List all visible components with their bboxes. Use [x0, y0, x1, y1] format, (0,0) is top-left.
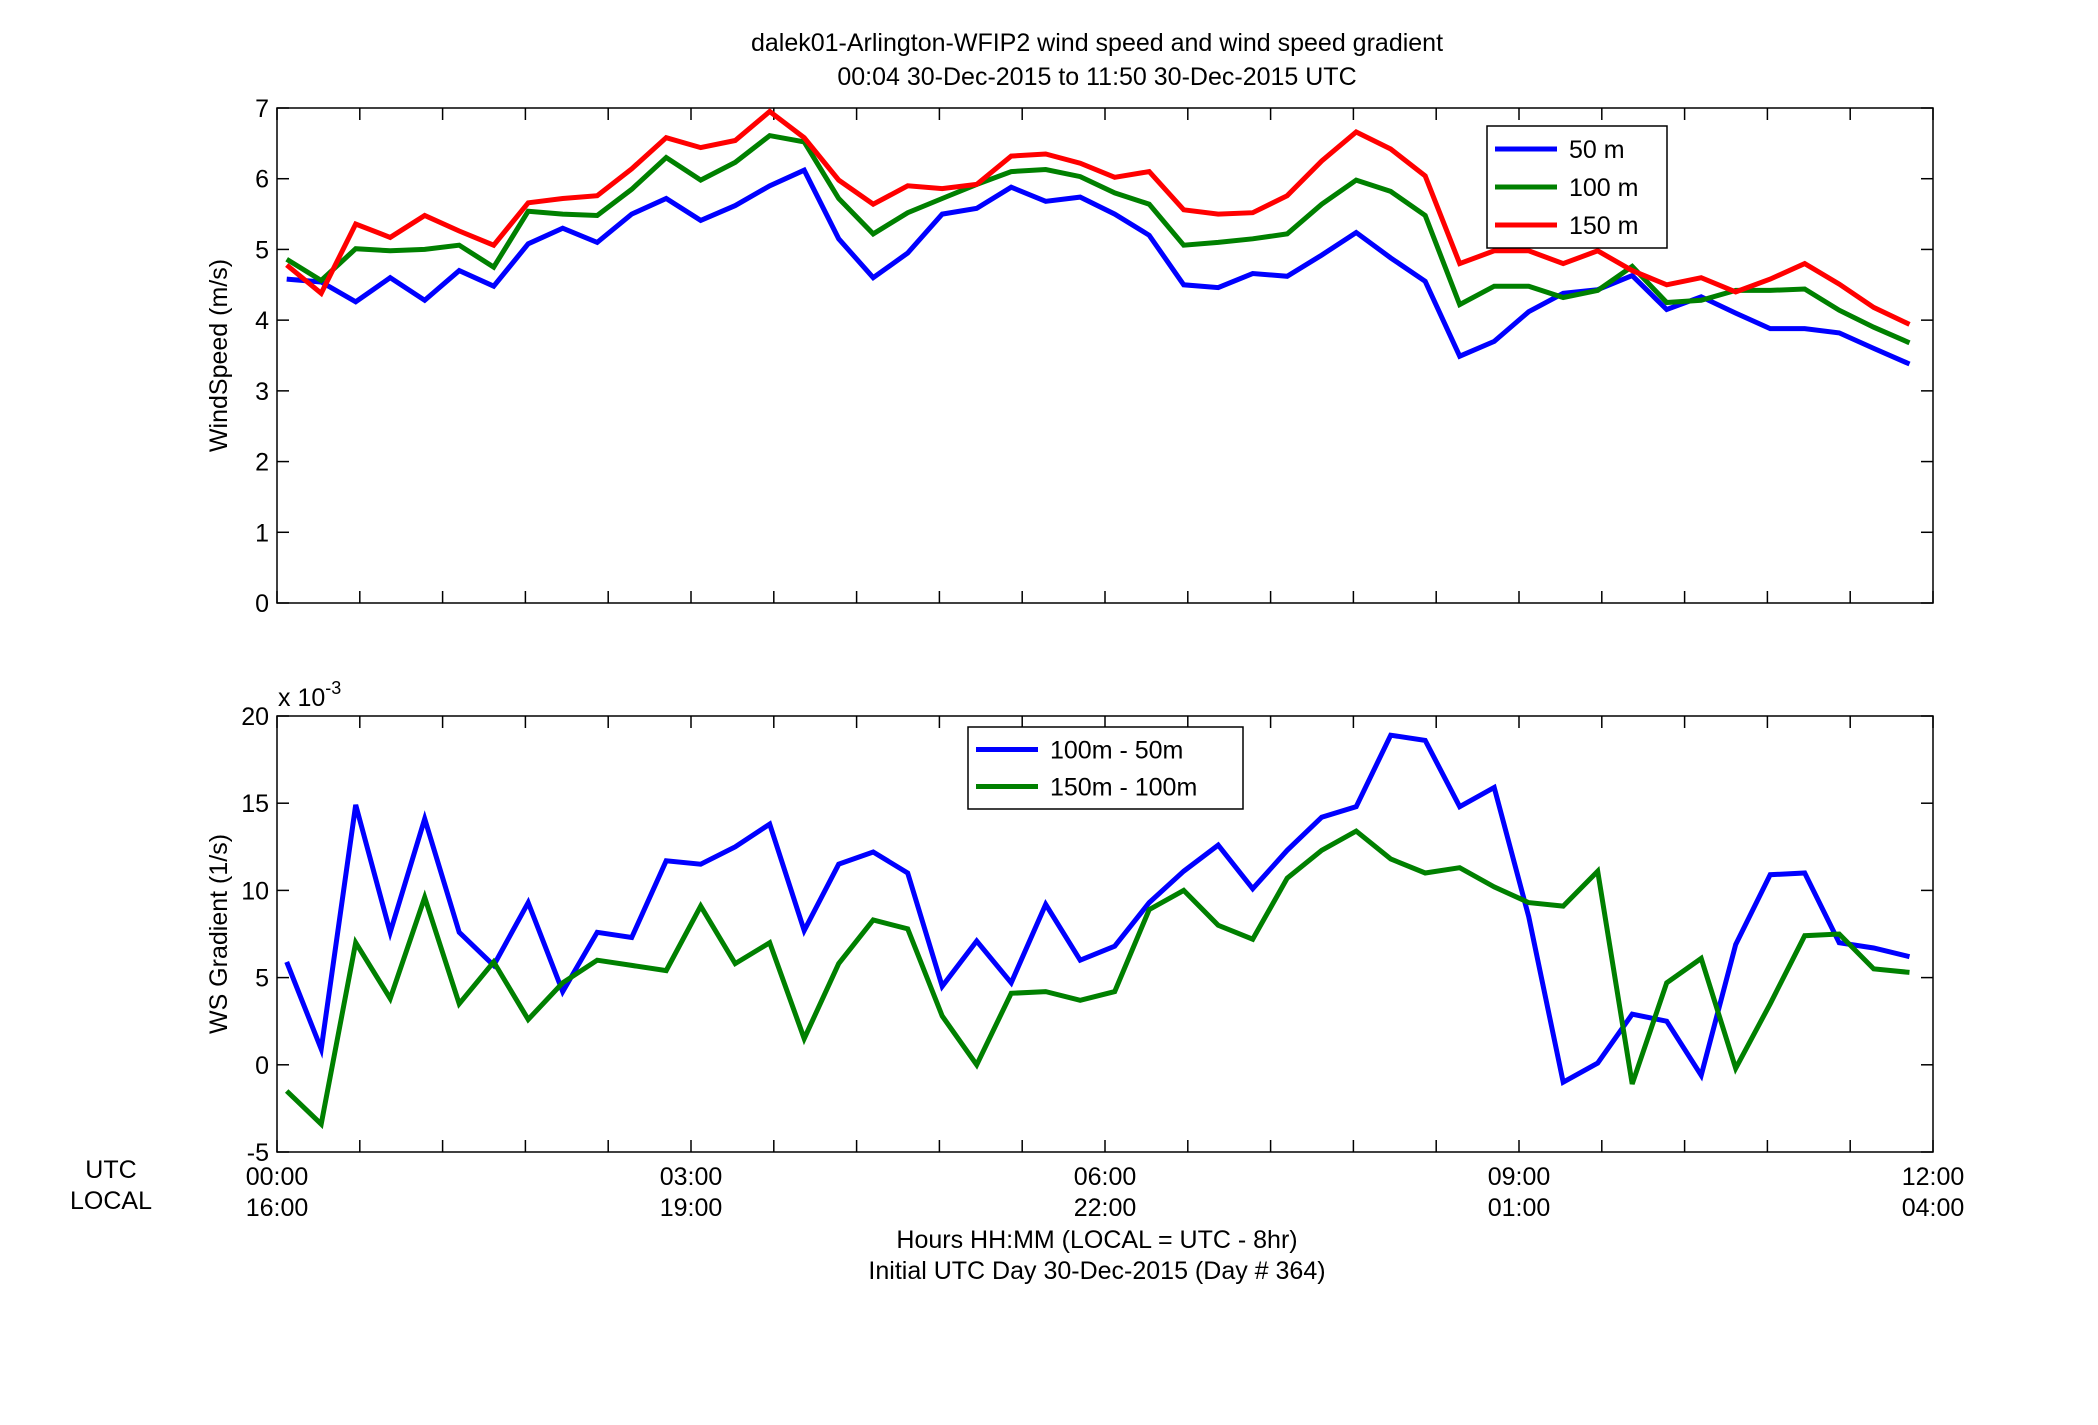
- x-axis-label-line1: Hours HH:MM (LOCAL = UTC - 8hr): [896, 1226, 1297, 1254]
- x-tick-label-local: 16:00: [246, 1194, 309, 1222]
- y-tick-label: 4: [255, 307, 269, 335]
- figure-title-line2: 00:04 30-Dec-2015 to 11:50 30-Dec-2015 U…: [837, 63, 1356, 91]
- series-line: [285, 108, 1911, 327]
- x-tick-label-local: 04:00: [1902, 1194, 1965, 1222]
- y-tick-label: 15: [241, 790, 269, 818]
- x-tick-label-utc: 09:00: [1488, 1163, 1551, 1191]
- windspeed-panel: 0 1 2 3 4 5 6 7 WindSpeed (m/s) 50 m 100 m 150 m: [205, 95, 1934, 618]
- y-tick-label: 5: [255, 965, 269, 993]
- y-tick-label: 7: [255, 95, 269, 123]
- x-tick-label-utc: 12:00: [1902, 1163, 1965, 1191]
- legend-entry: 100m - 50m: [1050, 737, 1183, 765]
- x-tick-label-local: 01:00: [1488, 1194, 1551, 1222]
- x-tick-label-utc: 06:00: [1074, 1163, 1137, 1191]
- series-line: [284, 828, 1910, 1130]
- x-tick-label-utc: 03:00: [660, 1163, 723, 1191]
- y-tick-label: 2: [255, 449, 269, 477]
- y-tick-label: 0: [255, 590, 269, 618]
- y-axis-label: WS Gradient (1/s): [205, 834, 233, 1034]
- legend-entry: 150 m: [1569, 212, 1638, 240]
- x-axis-label-line2: Initial UTC Day 30-Dec-2015 (Day # 364): [868, 1257, 1325, 1285]
- x-tick-label-local: 19:00: [660, 1194, 723, 1222]
- series-line: [286, 166, 1911, 367]
- legend-entry: 150m - 100m: [1050, 774, 1197, 802]
- plot-area-frame: [276, 107, 1934, 604]
- local-row-label: LOCAL: [70, 1187, 152, 1215]
- legend-entry: 100 m: [1569, 174, 1638, 202]
- x-tick-label-local: 22:00: [1074, 1194, 1137, 1222]
- y-axis-multiplier: x 10-3: [278, 678, 341, 712]
- y-tick-label: 20: [241, 703, 269, 731]
- y-tick-label: 1: [255, 519, 269, 547]
- x-tick-label-utc: 00:00: [246, 1163, 309, 1191]
- figure-title-line1: dalek01-Arlington-WFIP2 wind speed and w…: [751, 29, 1443, 57]
- utc-row-label: UTC: [85, 1156, 136, 1184]
- y-tick-label: 0: [255, 1052, 269, 1080]
- y-tick-label: 10: [241, 877, 269, 905]
- y-tick-label: 5: [255, 236, 269, 264]
- y-tick-label: 6: [255, 166, 269, 194]
- y-axis-label: WindSpeed (m/s): [205, 259, 233, 452]
- legend-entry: 50 m: [1569, 136, 1625, 164]
- y-tick-label: 3: [255, 378, 269, 406]
- y-tick-label: -5: [247, 1139, 269, 1167]
- y-axis-multiplier-exponent: -3: [325, 678, 341, 698]
- ws-gradient-panel: 00:00 16:00 03:00 19:00 06:00 22:00 09:00 01:00…: [205, 678, 1964, 1222]
- legend-box: [967, 726, 1244, 810]
- series-line: [284, 732, 1911, 1087]
